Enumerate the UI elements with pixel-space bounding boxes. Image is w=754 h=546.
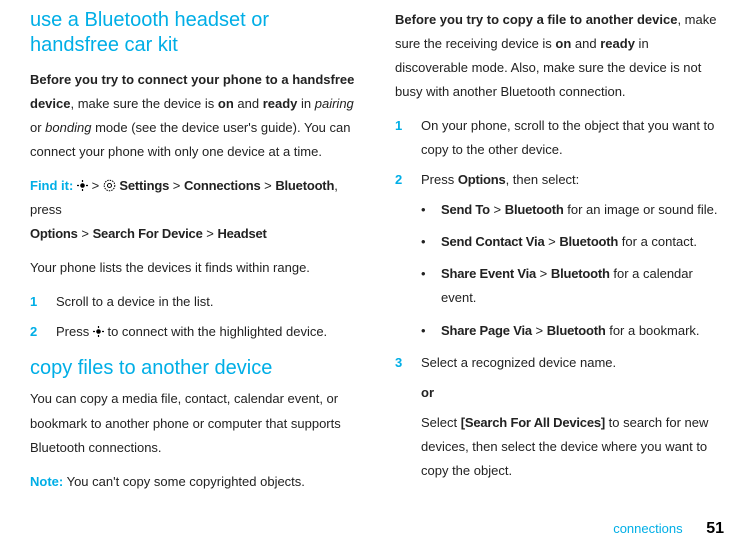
- heading-line2: handsfree car kit: [30, 34, 178, 56]
- or-label: or: [395, 381, 724, 405]
- bullet-share-event: • Share Event Via > Bluetooth for a cale…: [395, 262, 724, 310]
- txt: Press: [56, 324, 93, 339]
- page-footer: connections 51: [613, 520, 724, 538]
- bullet-share-page: • Share Page Via > Bluetooth for a bookm…: [395, 319, 724, 343]
- txt: in: [297, 96, 314, 111]
- note-label: Note:: [30, 474, 63, 489]
- footer-section-label: connections: [613, 521, 682, 536]
- txt: Bluetooth: [547, 323, 606, 338]
- nav-bluetooth: Bluetooth: [275, 178, 334, 193]
- txt: ready: [263, 96, 298, 111]
- heading-copy-files: copy files to another device: [30, 356, 359, 381]
- step-text: Select a recognized device name.: [421, 351, 724, 375]
- txt: Press: [421, 172, 458, 187]
- txt: Share Page Via: [441, 323, 532, 338]
- nav-options: Options: [30, 226, 78, 241]
- bullet-dot: •: [421, 230, 441, 254]
- step-1: 1 On your phone, scroll to the object th…: [395, 114, 724, 162]
- nav-settings: Settings: [119, 178, 169, 193]
- para-before-connect: Before you try to connect your phone to …: [30, 68, 359, 164]
- step-text: Press Options, then select:: [421, 168, 724, 192]
- step-number: 2: [30, 320, 56, 344]
- txt: on: [555, 36, 571, 51]
- para-find-it: Find it: > Settings > Connections > Blue…: [30, 174, 359, 246]
- step-text: Scroll to a device in the list.: [56, 290, 359, 314]
- para-before-copy: Before you try to copy a file to another…: [395, 8, 724, 104]
- step-text: On your phone, scroll to the object that…: [421, 114, 724, 162]
- txt: ready: [600, 36, 635, 51]
- bullet-send-contact: • Send Contact Via > Bluetooth for a con…: [395, 230, 724, 254]
- para-copy-intro: You can copy a media file, contact, cale…: [30, 387, 359, 459]
- txt: Share Event Via: [441, 266, 536, 281]
- txt: [Search For All Devices]: [461, 415, 605, 430]
- para-note: Note: You can't copy some copyrighted ob…: [30, 470, 359, 494]
- nav-search: Search For Device: [93, 226, 203, 241]
- txt: Bluetooth: [505, 202, 564, 217]
- bullet-text: Send To > Bluetooth for an image or soun…: [441, 198, 724, 222]
- nav-headset: Headset: [217, 226, 266, 241]
- step-1: 1 Scroll to a device in the list.: [30, 290, 359, 314]
- txt: for a bookmark.: [606, 323, 700, 338]
- txt: and: [234, 96, 263, 111]
- txt: or: [30, 120, 45, 135]
- step-number: 3: [395, 351, 421, 375]
- txt: to connect with the highlighted device.: [107, 324, 327, 339]
- txt: , make sure the device is: [70, 96, 217, 111]
- txt: Bluetooth: [551, 266, 610, 281]
- center-key-icon: [77, 175, 88, 186]
- settings-gear-icon: [103, 176, 116, 189]
- note-text: You can't copy some copyrighted objects.: [63, 474, 305, 489]
- heading-line1: use a Bluetooth headset or: [30, 9, 269, 31]
- txt: Before you try to copy a file to another…: [395, 12, 677, 27]
- bullet-send-to: • Send To > Bluetooth for an image or so…: [395, 198, 724, 222]
- heading-bluetooth-headset: use a Bluetooth headset or handsfree car…: [30, 8, 359, 58]
- step-number: 2: [395, 168, 421, 192]
- find-it-label: Find it:: [30, 178, 73, 193]
- select-search-all: Select [Search For All Devices] to searc…: [395, 411, 724, 483]
- bullet-dot: •: [421, 319, 441, 343]
- bullet-text: Send Contact Via > Bluetooth for a conta…: [441, 230, 724, 254]
- center-key-icon: [93, 321, 104, 332]
- step-3: 3 Select a recognized device name.: [395, 351, 724, 375]
- bullet-text: Share Page Via > Bluetooth for a bookmar…: [441, 319, 724, 343]
- para-lists-devices: Your phone lists the devices it finds wi…: [30, 256, 359, 280]
- right-column: Before you try to copy a file to another…: [395, 8, 724, 498]
- step-2: 2 Press to connect with the highlighted …: [30, 320, 359, 344]
- left-column: use a Bluetooth headset or handsfree car…: [30, 8, 359, 498]
- footer-page-number: 51: [706, 520, 724, 537]
- txt: Options: [458, 172, 506, 187]
- txt: , then select:: [506, 172, 580, 187]
- txt: and: [571, 36, 600, 51]
- txt: Select: [421, 415, 461, 430]
- bullet-text: Share Event Via > Bluetooth for a calend…: [441, 262, 724, 310]
- txt: Before you try to connect your phone to …: [30, 72, 289, 87]
- txt: Send To: [441, 202, 490, 217]
- step-number: 1: [395, 114, 421, 162]
- bullet-dot: •: [421, 198, 441, 222]
- txt: pairing: [315, 96, 354, 111]
- txt: bonding: [45, 120, 91, 135]
- page-columns: use a Bluetooth headset or handsfree car…: [30, 8, 724, 498]
- txt: on: [218, 96, 234, 111]
- step-text: Press to connect with the highlighted de…: [56, 320, 359, 344]
- step-number: 1: [30, 290, 56, 314]
- txt: Bluetooth: [559, 234, 618, 249]
- bullet-dot: •: [421, 262, 441, 310]
- txt: for a contact.: [618, 234, 697, 249]
- step-2: 2 Press Options, then select:: [395, 168, 724, 192]
- txt: for an image or sound file.: [564, 202, 718, 217]
- txt: Send Contact Via: [441, 234, 544, 249]
- nav-connections: Connections: [184, 178, 261, 193]
